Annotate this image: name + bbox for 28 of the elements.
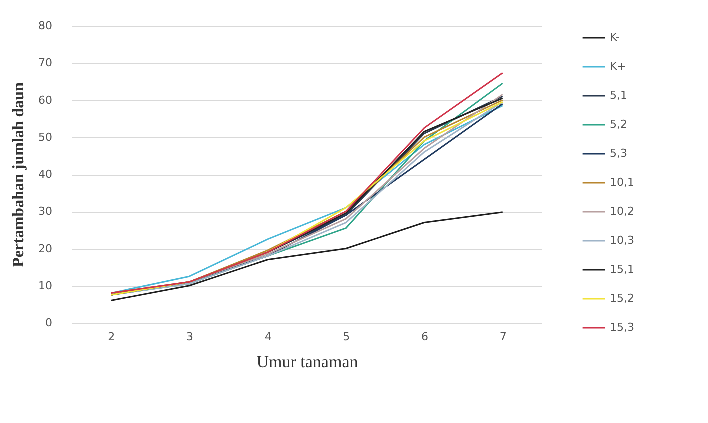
x-tick-label: 2 [108,330,116,344]
y-tick-label: 80 [38,20,52,32]
y-axis-title: Pertambahan jumlah daun [10,82,28,268]
legend-label: 10,1 [610,176,634,189]
legend-label: 10,2 [610,205,634,218]
x-tick-label: 6 [422,330,428,344]
y-tick-label: 60 [38,94,52,107]
legend-label: 10,3 [610,234,634,247]
x-tick-label: 3 [186,330,194,344]
x-tick-label: 4 [264,330,272,344]
legend-label: 15,2 [610,292,634,305]
y-tick-label: 40 [38,168,52,181]
legend-label: K- [610,31,620,44]
y-tick-label: 20 [38,242,52,256]
y-tick-label: 0 [46,316,52,330]
legend-label: K+ [610,60,626,73]
legend-label: 15,1 [610,263,634,276]
legend-label: 15,3 [610,321,634,334]
y-tick-label: 70 [38,56,52,70]
legend-label: 5,1 [610,89,628,102]
legend-label: 5,3 [610,147,628,160]
x-axis-title: Umur tanaman [256,352,359,372]
x-tick-label: 7 [500,330,507,344]
x-tick-label: 5 [343,330,350,344]
y-tick-label: 10 [38,279,52,292]
y-tick-label: 30 [38,205,52,218]
legend-label: 5,2 [610,118,628,131]
y-tick-label: 50 [38,130,52,144]
